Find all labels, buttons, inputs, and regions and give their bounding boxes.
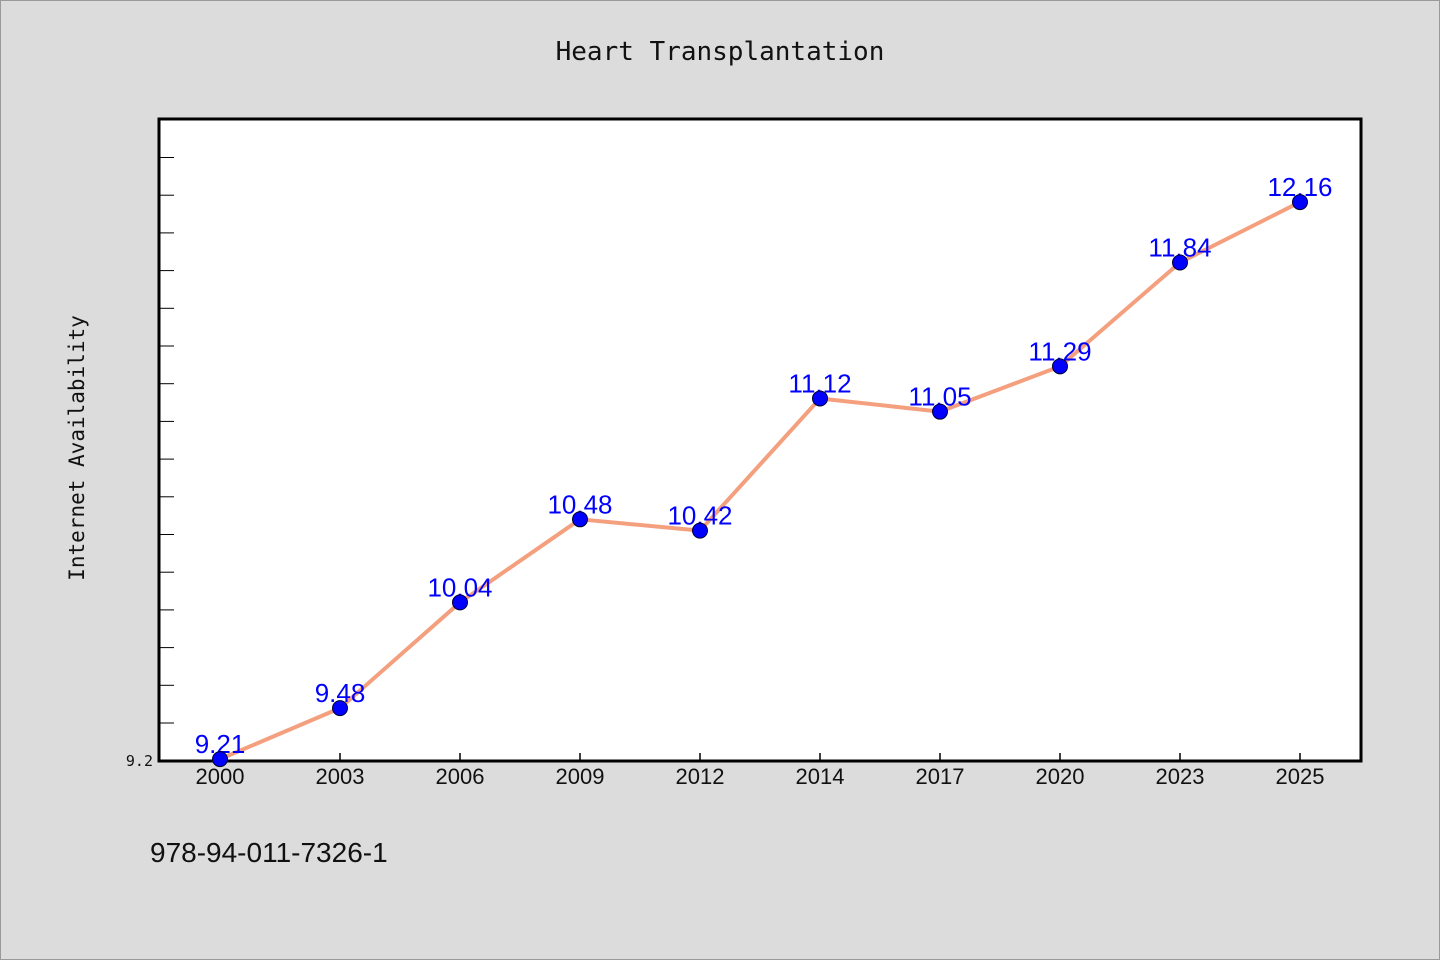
- y-tick-label: 9.2: [126, 752, 153, 770]
- data-point: [572, 511, 588, 528]
- x-tick-label: 2000: [196, 764, 245, 789]
- x-tick-label: 2017: [916, 764, 965, 789]
- data-point: [452, 594, 468, 611]
- x-tick-label: 2020: [1036, 764, 1085, 789]
- chart-title: Heart Transplantation: [556, 37, 885, 67]
- data-point: [692, 522, 708, 539]
- series-polyline: [219, 200, 1301, 761]
- data-point: [1052, 358, 1068, 375]
- data-point: [812, 390, 828, 407]
- data-point: [1172, 254, 1188, 271]
- x-tick-label: 2003: [316, 764, 365, 789]
- data-point: [212, 751, 228, 768]
- isbn-text: 978-94-011-7326-1: [150, 837, 388, 868]
- x-tick-label: 2009: [556, 764, 605, 789]
- y-axis-minor-ticks: [159, 157, 174, 724]
- data-markers: [212, 194, 1308, 768]
- plot-area: [157, 117, 1363, 763]
- data-point: [332, 700, 348, 717]
- y-axis-label: Internet Availability: [65, 315, 89, 581]
- x-tick-label: 2023: [1156, 764, 1205, 789]
- data-point: [932, 403, 948, 420]
- x-tick-label: 2006: [436, 764, 485, 789]
- x-tick-label: 2025: [1276, 764, 1325, 789]
- x-axis: 2000 2003 2006 2009 2012 2014 2017 2020 2023 2025: [196, 753, 1325, 789]
- series-line: [219, 200, 1301, 761]
- x-tick-label: 2014: [796, 764, 845, 789]
- data-point: [1292, 194, 1308, 211]
- x-tick-label: 2012: [676, 764, 725, 789]
